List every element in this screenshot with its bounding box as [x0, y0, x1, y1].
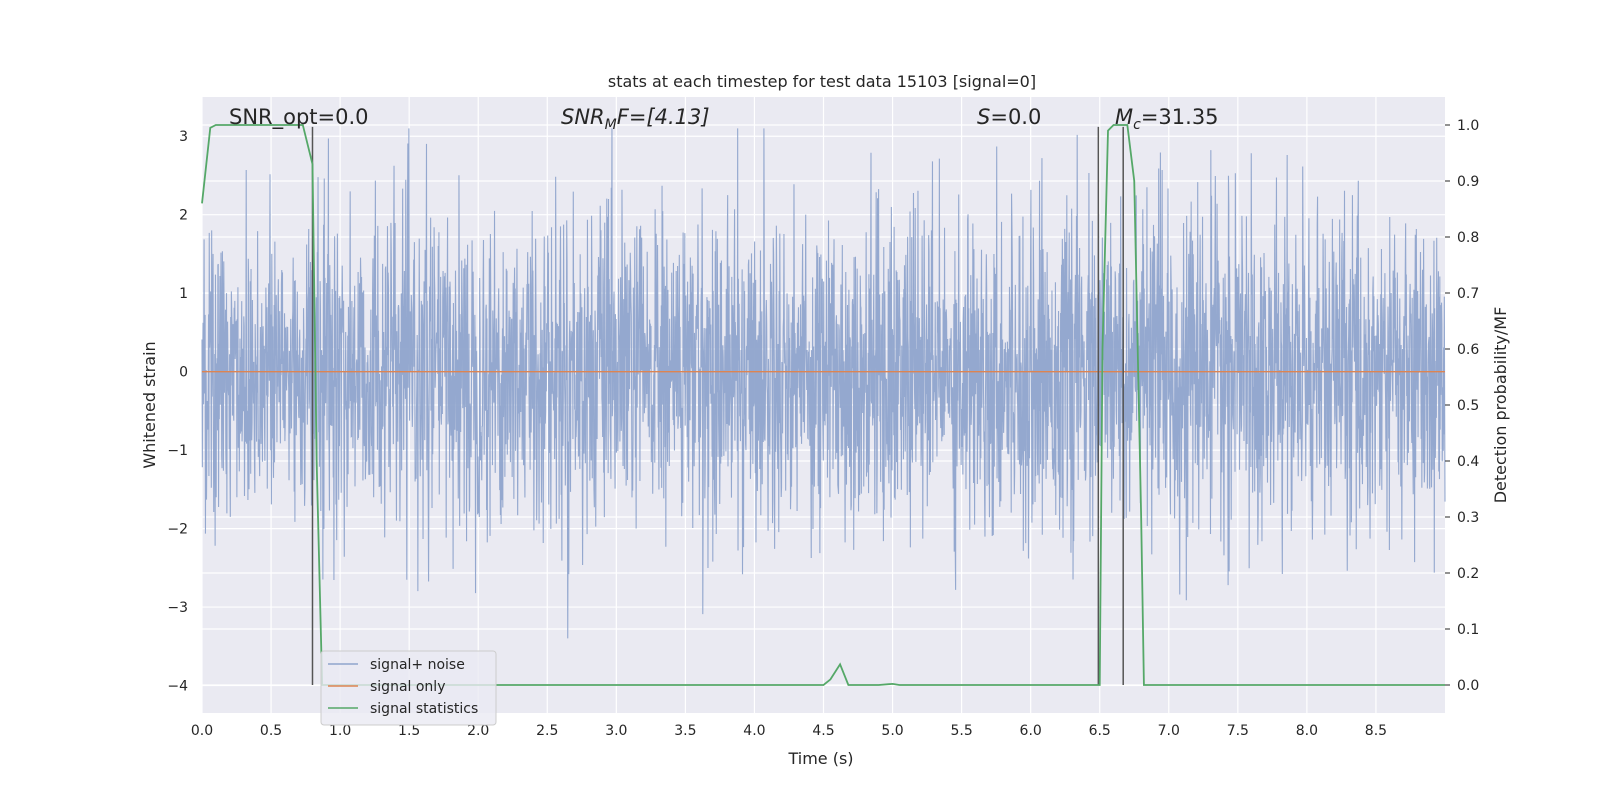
annotation-s-main: S — [977, 105, 990, 129]
annotation-snr-mf: SNRMF=[4.13] — [561, 105, 710, 133]
annotation-mc-main: M — [1115, 105, 1133, 129]
x-tick-label: 8.0 — [1296, 723, 1318, 739]
x-tick-label: 2.0 — [467, 723, 489, 739]
y-tick-label-left: −1 — [167, 443, 188, 459]
legend-label-signal-statistics: signal statistics — [370, 701, 478, 717]
y-tick-label-left: 1 — [179, 286, 188, 302]
annotation-snr-mf-sub: M — [605, 117, 617, 133]
y-ticks-right: 1.0 0.9 0.8 0.7 0.6 0.5 0.4 0.3 0.2 0.1 0.0 — [1445, 118, 1479, 694]
x-tick-label: 3.0 — [605, 723, 627, 739]
x-tick-label: 6.5 — [1089, 723, 1111, 739]
legend: signal+ noise signal only signal statist… — [320, 650, 497, 726]
annotation-snr-opt: SNR_opt=0.0 — [229, 105, 369, 130]
y-tick-label-right: 0.6 — [1457, 342, 1479, 358]
y-ticks-left: 3 2 1 0 −1 −2 −3 −4 — [167, 129, 188, 694]
y-axis-label-right: Detection probability/MF — [1491, 307, 1510, 504]
y-axis-label-left: Whitened strain — [140, 341, 159, 468]
x-tick-label: 1.0 — [329, 723, 351, 739]
y-tick-label-left: −2 — [167, 522, 188, 538]
y-tick-label-left: 2 — [179, 208, 188, 224]
signal-statistics-line — [201, 124, 1445, 686]
y-tick-label-right: 0.4 — [1457, 454, 1479, 470]
x-tick-label: 5.5 — [950, 723, 972, 739]
annotation-s: S=0.0 — [977, 105, 1041, 129]
annotation-snr-mf-rest: F=[4.13] — [617, 105, 710, 129]
series-signal-statistics — [201, 124, 1445, 686]
x-ticks: 0.0 0.5 1.0 1.5 2.0 2.5 3.0 3.5 4.0 4.5 5.0 5.5 6.0 6… — [191, 723, 1387, 739]
legend-label-signal-noise: signal+ noise — [370, 657, 465, 673]
x-tick-label: 4.0 — [743, 723, 765, 739]
x-tick-label: 7.5 — [1227, 723, 1249, 739]
annotation-mc-rest: =31.35 — [1141, 105, 1219, 129]
x-tick-label: 5.0 — [881, 723, 903, 739]
x-tick-label: 7.0 — [1158, 723, 1180, 739]
y-tick-label-right: 0.5 — [1457, 398, 1479, 414]
y-tick-label-right: 0.8 — [1457, 230, 1479, 246]
y-tick-label-right: 0.2 — [1457, 566, 1479, 582]
y-tick-label-right: 0.7 — [1457, 286, 1479, 302]
legend-box — [320, 650, 497, 726]
x-tick-label: 6.0 — [1020, 723, 1042, 739]
x-tick-label: 0.0 — [191, 723, 213, 739]
y-tick-label-right: 0.3 — [1457, 510, 1479, 526]
x-tick-label: 8.5 — [1365, 723, 1387, 739]
x-axis-label: Time (s) — [787, 749, 853, 768]
x-tick-label: 0.5 — [260, 723, 282, 739]
x-tick-label: 2.5 — [536, 723, 558, 739]
y-tick-label-left: −3 — [167, 600, 188, 616]
annotation-snr-mf-main: SNR — [561, 105, 605, 129]
y-tick-label-right: 0.1 — [1457, 622, 1479, 638]
annotation-mc-sub: c — [1133, 117, 1141, 133]
annotation-mc: Mc=31.35 — [1115, 105, 1219, 133]
y-tick-label-right: 1.0 — [1457, 118, 1479, 134]
x-tick-label: 4.5 — [812, 723, 834, 739]
y-tick-label-right: 0.9 — [1457, 174, 1479, 190]
legend-label-signal-only: signal only — [370, 679, 445, 695]
y-tick-label-left: 3 — [179, 129, 188, 145]
y-tick-label-left: 0 — [179, 365, 188, 381]
annotation-s-rest: =0.0 — [990, 105, 1041, 129]
y-tick-label-left: −4 — [167, 679, 188, 695]
x-tick-label: 1.5 — [398, 723, 420, 739]
y-tick-label-right: 0.0 — [1457, 678, 1479, 694]
chart-title: stats at each timestep for test data 151… — [608, 72, 1036, 91]
x-tick-label: 3.5 — [674, 723, 696, 739]
